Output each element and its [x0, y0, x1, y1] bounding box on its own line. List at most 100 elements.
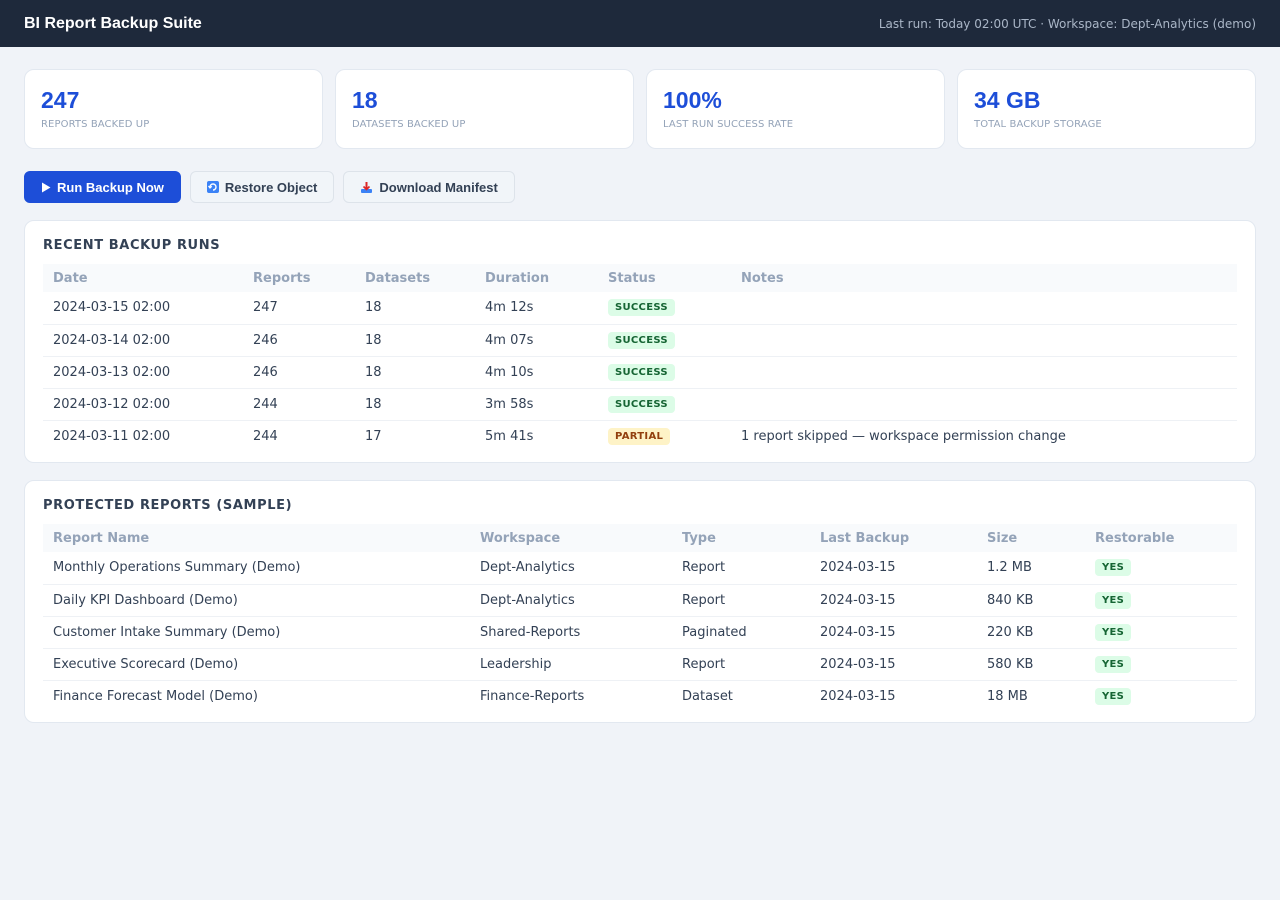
run-status: SUCCESS	[598, 323, 731, 356]
stat-card-datasets: 18 Datasets backed up	[335, 69, 634, 149]
report-last-backup: 2024-03-15	[810, 679, 977, 712]
report-type: Paginated	[672, 615, 810, 648]
report-restorable: YES	[1085, 679, 1237, 712]
table-header-row: Report Name Workspace Type Last Backup S…	[43, 524, 1237, 552]
column-header: Reports	[253, 270, 311, 286]
report-restorable: YES	[1085, 552, 1237, 584]
stat-label: Last run success rate	[663, 119, 794, 130]
report-type: Report	[672, 647, 810, 680]
restorable-badge: YES	[1095, 623, 1132, 641]
protected-reports-title: Protected Reports (Sample)	[43, 498, 293, 513]
report-restorable: YES	[1085, 647, 1237, 680]
run-datasets: 18	[365, 300, 382, 316]
stat-value: 247	[41, 87, 80, 113]
column-header: Notes	[741, 270, 784, 286]
stat-label: Total backup storage	[974, 119, 1102, 130]
run-duration: 5m 41s	[475, 419, 598, 452]
action-bar: Run Backup Now Restore Object Download M…	[0, 149, 1280, 203]
run-date: 2024-03-13 02:00	[43, 355, 243, 388]
top-bar: BI Report Backup Suite Last run: Today 0…	[0, 0, 1280, 47]
stat-card-storage: 34 GB Total backup storage	[957, 69, 1256, 149]
status-badge: SUCCESS	[608, 331, 675, 349]
run-date: 2024-03-14 02:00	[43, 323, 243, 356]
run-status: SUCCESS	[598, 387, 731, 420]
report-last-backup: 2024-03-15	[810, 647, 977, 680]
recent-runs-table: Date Reports Datasets Duration Status No…	[43, 264, 1237, 452]
run-backup-button[interactable]: Run Backup Now	[24, 171, 181, 203]
column-header: Restorable	[1095, 530, 1175, 546]
run-notes	[731, 323, 1237, 356]
report-last-backup: 2024-03-15	[820, 560, 896, 576]
run-notes: 1 report skipped — workspace permission …	[731, 419, 1237, 452]
table-row: 2024-03-15 02:00 247 18 4m 12s SUCCESS	[43, 292, 1237, 324]
report-workspace: Dept-Analytics	[480, 560, 575, 576]
table-row: 2024-03-11 02:00 244 17 5m 41s PARTIAL 1…	[43, 419, 1237, 452]
column-header: Report Name	[53, 530, 150, 546]
run-duration: 4m 07s	[475, 323, 598, 356]
download-icon	[360, 181, 373, 194]
run-reports: 246	[243, 355, 355, 388]
run-duration: 4m 12s	[485, 300, 534, 316]
run-date: 2024-03-11 02:00	[43, 419, 243, 452]
run-notes	[731, 355, 1237, 388]
stat-label: Datasets backed up	[352, 119, 466, 130]
run-status: SUCCESS	[598, 292, 731, 324]
restore-icon	[206, 181, 219, 193]
stat-label: Reports backed up	[41, 119, 150, 130]
report-name: Daily KPI Dashboard (Demo)	[43, 583, 470, 616]
report-name: Finance Forecast Model (Demo)	[43, 679, 470, 712]
column-header: Date	[53, 270, 88, 286]
status-badge: SUCCESS	[608, 395, 675, 413]
column-header: Workspace	[480, 530, 561, 546]
table-row: Finance Forecast Model (Demo) Finance-Re…	[43, 679, 1237, 712]
restorable-badge: YES	[1095, 655, 1132, 673]
run-datasets: 17	[355, 419, 475, 452]
status-badge: SUCCESS	[608, 363, 675, 381]
table-row: 2024-03-14 02:00 246 18 4m 07s SUCCESS	[43, 323, 1237, 356]
report-name: Customer Intake Summary (Demo)	[43, 615, 470, 648]
column-header: Type	[682, 530, 716, 546]
table-row: Monthly Operations Summary (Demo) Dept-A…	[43, 552, 1237, 584]
report-type: Report	[672, 583, 810, 616]
restorable-badge: YES	[1095, 687, 1132, 705]
run-reports: 247	[253, 300, 278, 316]
recent-runs-title: Recent Backup Runs	[43, 238, 221, 253]
report-type: Dataset	[672, 679, 810, 712]
restore-object-button[interactable]: Restore Object	[189, 171, 335, 203]
report-size: 18 MB	[977, 679, 1085, 712]
restore-object-label: Restore Object	[224, 179, 318, 195]
report-size: 1.2 MB	[987, 560, 1032, 576]
download-manifest-label: Download Manifest	[379, 179, 498, 195]
run-notes	[731, 387, 1237, 420]
run-status: SUCCESS	[598, 355, 731, 388]
stat-value: 100%	[663, 87, 722, 113]
last-run-info: Last run: Today 02:00 UTC · Workspace: D…	[878, 16, 1256, 31]
report-name: Executive Scorecard (Demo)	[43, 647, 470, 680]
play-icon	[41, 182, 51, 193]
stat-value: 34 GB	[974, 87, 1041, 113]
report-last-backup: 2024-03-15	[810, 583, 977, 616]
status-badge: SUCCESS	[608, 299, 675, 317]
stats-row: 247 Reports backed up 18 Datasets backed…	[0, 47, 1280, 149]
report-size: 220 KB	[977, 615, 1085, 648]
run-duration: 4m 10s	[475, 355, 598, 388]
table-header-row: Date Reports Datasets Duration Status No…	[43, 264, 1237, 292]
column-header: Duration	[485, 270, 550, 286]
restorable-badge: YES	[1095, 559, 1132, 577]
report-workspace: Leadership	[470, 647, 672, 680]
protected-reports-panel: Protected Reports (Sample) Report Name W…	[24, 480, 1256, 723]
report-workspace: Shared-Reports	[470, 615, 672, 648]
run-notes	[731, 292, 1237, 324]
restorable-badge: YES	[1095, 591, 1132, 609]
table-row: 2024-03-13 02:00 246 18 4m 10s SUCCESS	[43, 355, 1237, 388]
report-type: Report	[682, 560, 726, 576]
table-row: Daily KPI Dashboard (Demo) Dept-Analytic…	[43, 583, 1237, 616]
run-backup-label: Run Backup Now	[57, 179, 164, 195]
status-badge: PARTIAL	[608, 427, 671, 445]
table-row: 2024-03-12 02:00 244 18 3m 58s SUCCESS	[43, 387, 1237, 420]
download-manifest-button[interactable]: Download Manifest	[343, 171, 515, 203]
run-reports: 246	[243, 323, 355, 356]
run-datasets: 18	[355, 387, 475, 420]
stat-card-success-rate: 100% Last run success rate	[646, 69, 945, 149]
table-row: Executive Scorecard (Demo) Leadership Re…	[43, 647, 1237, 680]
